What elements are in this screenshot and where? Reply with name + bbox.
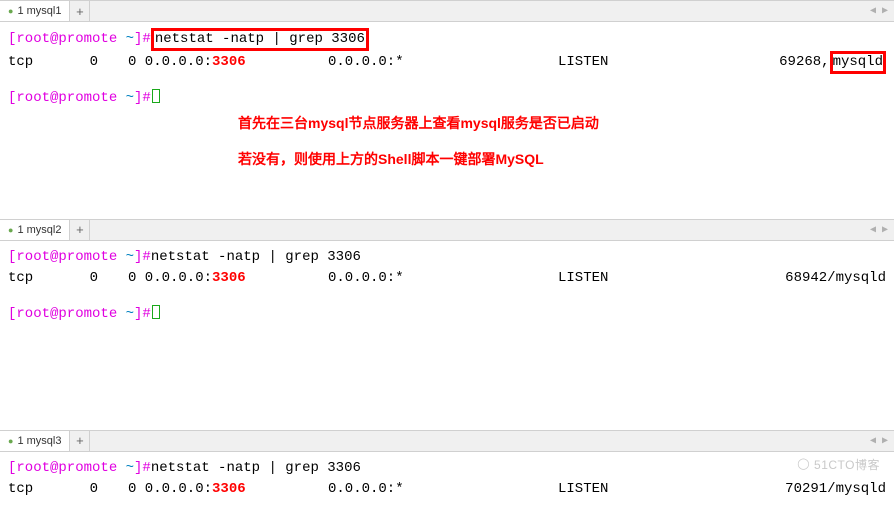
col-recvq: 0 — [68, 479, 128, 501]
tab-status-dot-icon: ● — [8, 225, 13, 235]
col-pid: 70291/mysqld — [678, 479, 886, 501]
highlighted-command: netstat -natp | grep 3306 — [151, 28, 369, 51]
tab-label: 1 mysql1 — [17, 5, 61, 17]
nav-right-icon[interactable]: ▶ — [880, 5, 890, 17]
col-foreign: 0.0.0.0:* — [328, 52, 558, 74]
output-row-1: tcp 0 0 0.0.0.0:3306 0.0.0.0:* LISTEN 70… — [8, 479, 886, 501]
prompt-bracket-left: [root@promote — [8, 31, 126, 47]
prompt-line-1: [root@promote ~]#netstat -natp | grep 33… — [8, 28, 886, 51]
nav-left-icon[interactable]: ◀ — [868, 435, 878, 447]
col-proto: tcp — [8, 268, 68, 290]
prompt-line-1: [root@promote ~]#netstat -natp | grep 33… — [8, 247, 886, 269]
tab-nav-arrows: ◀ ▶ — [868, 5, 890, 17]
command-text: netstat -natp | grep 3306 — [151, 460, 361, 476]
col-state: LISTEN — [558, 52, 678, 74]
col-foreign: 0.0.0.0:* — [328, 268, 558, 290]
prompt-tilde: ~ — [126, 31, 134, 47]
tab-bar-3: ● 1 mysql3 + ◀ ▶ — [0, 430, 894, 452]
tab-nav-arrows: ◀ ▶ — [868, 224, 890, 236]
annotation-line-2: 若没有，则使用上方的Shell脚本一键部署MySQL — [238, 149, 886, 171]
nav-left-icon[interactable]: ◀ — [868, 5, 878, 17]
highlighted-process: mysqld — [830, 51, 886, 74]
col-local: 0 0.0.0.0:3306 — [128, 52, 328, 74]
tab-bar-2: ● 1 mysql2 + ◀ ▶ — [0, 219, 894, 241]
add-tab-button[interactable]: + — [70, 220, 90, 240]
nav-right-icon[interactable]: ▶ — [880, 224, 890, 236]
tab-status-dot-icon: ● — [8, 6, 13, 16]
prompt-bracket-right: ]# — [134, 31, 151, 47]
col-recvq: 0 — [68, 268, 128, 290]
col-proto: tcp — [8, 52, 68, 74]
col-recvq: 0 — [68, 52, 128, 74]
col-local: 0 0.0.0.0:3306 — [128, 479, 328, 501]
tab-mysql1[interactable]: ● 1 mysql1 — [0, 1, 70, 21]
tab-bar-1: ● 1 mysql1 + ◀ ▶ — [0, 0, 894, 22]
terminal-pane-1[interactable]: [root@promote ~]#netstat -natp | grep 33… — [0, 22, 894, 219]
tab-nav-arrows: ◀ ▶ — [868, 435, 890, 447]
cursor-icon — [152, 305, 160, 319]
terminal-pane-3[interactable]: [root@promote ~]#netstat -natp | grep 33… — [0, 452, 894, 505]
tab-label: 1 mysql2 — [17, 224, 61, 236]
tab-mysql3[interactable]: ● 1 mysql3 — [0, 431, 70, 451]
prompt-line-2: [root@promote ~]# — [8, 304, 886, 326]
col-pid: 69268,mysqld — [678, 51, 886, 74]
cursor-icon — [152, 89, 160, 103]
nav-left-icon[interactable]: ◀ — [868, 224, 878, 236]
col-pid: 68942/mysqld — [678, 268, 886, 290]
tab-label: 1 mysql3 — [17, 435, 61, 447]
col-state: LISTEN — [558, 479, 678, 501]
command-text: netstat -natp | grep 3306 — [151, 249, 361, 265]
col-proto: tcp — [8, 479, 68, 501]
port-3306: 3306 — [212, 481, 246, 497]
port-3306: 3306 — [212, 54, 246, 70]
terminal-pane-2[interactable]: [root@promote ~]# netstat -natp | grep 33… — [0, 241, 894, 430]
col-foreign: 0.0.0.0:* — [328, 479, 558, 501]
tab-mysql2[interactable]: ● 1 mysql2 — [0, 220, 70, 240]
nav-right-icon[interactable]: ▶ — [880, 435, 890, 447]
col-local: 0 0.0.0.0:3306 — [128, 268, 328, 290]
port-3306: 3306 — [212, 270, 246, 286]
prompt-line-1: [root@promote ~]#netstat -natp | grep 33… — [8, 458, 886, 480]
output-row-1: tcp 0 0 0.0.0.0:3306 0.0.0.0:* LISTEN 68… — [8, 268, 886, 290]
tab-status-dot-icon: ● — [8, 436, 13, 446]
add-tab-button[interactable]: + — [70, 431, 90, 451]
output-row-1: tcp 0 0 0.0.0.0:3306 0.0.0.0:* LISTEN 69… — [8, 51, 886, 74]
add-tab-button[interactable]: + — [70, 1, 90, 21]
annotation-line-1: 首先在三台mysql节点服务器上查看mysql服务是否已启动 — [238, 113, 886, 135]
command-text: netstat -natp | grep 3306 — [155, 31, 365, 47]
prompt-line-2: [root@promote ~]# — [8, 88, 886, 110]
col-state: LISTEN — [558, 268, 678, 290]
